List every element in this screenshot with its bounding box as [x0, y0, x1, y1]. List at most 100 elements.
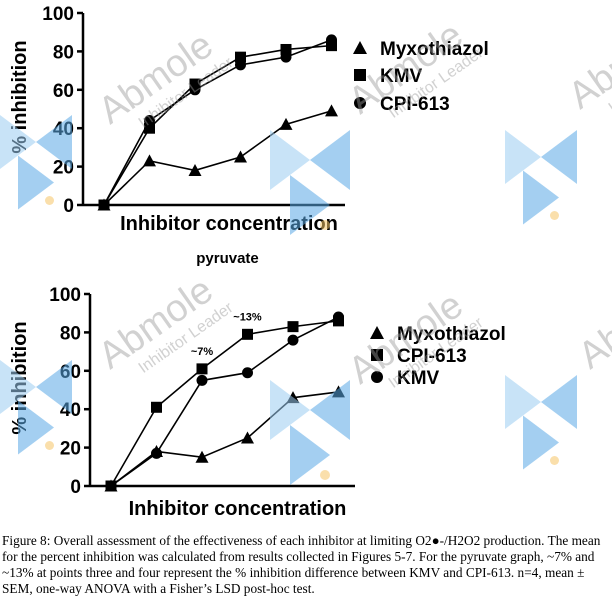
series-line [110, 391, 339, 487]
data-point [280, 51, 292, 63]
legend-marker [371, 349, 383, 361]
watermark-shape [310, 130, 350, 190]
annotation-label: ~7% [191, 346, 214, 358]
y-tick-label: 60 [53, 81, 74, 102]
y-tick-label: 80 [53, 42, 74, 63]
data-point [105, 480, 117, 492]
legend-marker [370, 326, 384, 339]
data-point [333, 311, 344, 323]
data-point [189, 84, 201, 96]
data-point [242, 367, 253, 379]
data-point [196, 374, 208, 386]
annotation-label: ~13% [233, 311, 262, 323]
chart-pyruvate: pyruvate020406080100Inhibitor concentrat… [9, 250, 506, 520]
legend-marker [354, 97, 366, 109]
watermark-shape [541, 130, 577, 184]
data-point [325, 104, 338, 117]
y-tick-label: 100 [42, 4, 74, 25]
series-kmv [105, 311, 344, 492]
watermark-shape [36, 115, 72, 169]
watermark-dot [320, 470, 330, 480]
data-point [151, 401, 162, 413]
watermark-dot [45, 196, 55, 205]
watermark-brand: Abmole [571, 269, 612, 377]
watermark-logo [505, 130, 577, 225]
series-line [110, 316, 339, 487]
data-point [195, 450, 209, 463]
data-point [189, 78, 201, 90]
x-axis-title: Inhibitor concentration [129, 498, 347, 520]
series-line [103, 110, 332, 206]
data-point [196, 363, 208, 375]
data-point [241, 431, 254, 444]
watermark-shape [290, 175, 330, 235]
watermark-shape [523, 170, 559, 225]
watermark-shape [36, 360, 72, 414]
watermark-brand: Abmole [561, 9, 612, 117]
data-point [287, 334, 299, 346]
data-point [279, 117, 293, 130]
y-tick-label: 100 [49, 285, 81, 306]
data-point [287, 321, 299, 333]
y-axis-title: % inhibition [9, 40, 31, 153]
data-point [188, 163, 202, 176]
watermark-shape [270, 130, 310, 190]
data-point [235, 51, 246, 63]
watermark-shape [18, 155, 55, 210]
watermark-dot [45, 441, 55, 450]
series-line [103, 39, 332, 206]
y-tick-label: 0 [63, 196, 74, 217]
watermark-logo [270, 380, 350, 485]
watermark-shape [18, 400, 55, 455]
legend-label: Myxothiazol [380, 39, 489, 60]
watermark-dot [320, 220, 330, 230]
data-point [235, 59, 246, 71]
y-tick-label: 0 [70, 477, 81, 498]
watermark-shape [270, 380, 310, 440]
watermark-logo [0, 115, 72, 210]
y-tick-label: 20 [60, 439, 81, 460]
data-point [280, 43, 292, 55]
figure-caption: Figure 8: Overall assessment of the effe… [2, 533, 601, 596]
data-point [326, 34, 337, 46]
chart-title: pyruvate [196, 250, 259, 267]
legend-label: KMV [397, 368, 440, 389]
figure-canvas: 020406080100Inhibitor concentration% inh… [0, 4, 612, 520]
data-point [144, 115, 155, 127]
watermark-shape [505, 375, 541, 429]
data-point [151, 447, 162, 459]
legend-label: CPI-613 [397, 346, 467, 367]
watermark-shape [505, 130, 541, 184]
watermark-shape [0, 115, 36, 169]
y-tick-label: 80 [60, 323, 81, 344]
data-point [144, 122, 155, 134]
legend-label: KMV [380, 66, 423, 87]
watermark-shape [541, 375, 577, 429]
data-point [234, 150, 247, 163]
watermark-shape [310, 380, 350, 440]
legend-marker [353, 41, 367, 54]
legend-label: CPI-613 [380, 94, 450, 115]
data-point [98, 199, 110, 211]
legend-marker [354, 69, 366, 81]
series-cpi-613 [98, 34, 337, 211]
watermark-shape [0, 360, 36, 414]
x-axis-title: Inhibitor concentration [120, 213, 338, 235]
watermark-shape [290, 425, 330, 485]
watermark-dot [550, 211, 559, 220]
series-line [103, 44, 332, 206]
watermark-logo [505, 375, 577, 470]
data-point [326, 40, 337, 52]
legend-marker [371, 371, 383, 383]
series-myxothiazol [104, 385, 345, 492]
series-line [110, 320, 339, 487]
data-point [242, 328, 253, 340]
data-point [143, 154, 156, 167]
watermark-dot [550, 456, 559, 465]
